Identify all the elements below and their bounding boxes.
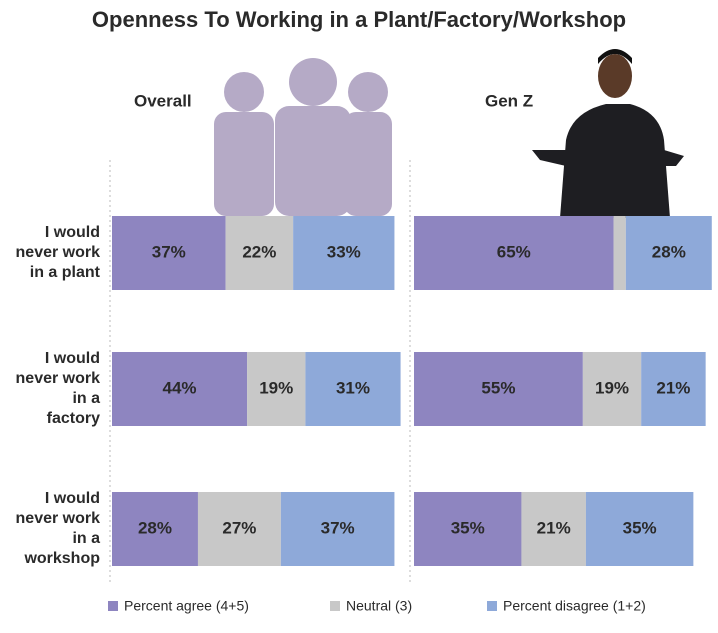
- value-label: 37%: [321, 518, 355, 537]
- value-label: 55%: [481, 378, 515, 397]
- bar-segment: [112, 216, 226, 290]
- bar-segment: [625, 216, 712, 290]
- row-label: I would: [45, 224, 100, 241]
- people-icon: [214, 58, 392, 216]
- value-label: 19%: [595, 378, 629, 397]
- value-label: 19%: [259, 378, 293, 397]
- bar-segment: [225, 216, 294, 290]
- bar-segment: [112, 352, 248, 426]
- value-label: 37%: [152, 242, 186, 261]
- value-label: 27%: [222, 518, 256, 537]
- person-photo: [532, 49, 684, 218]
- value-label: 35%: [623, 518, 657, 537]
- bar-segment: [280, 492, 395, 566]
- value-label: 21%: [537, 518, 571, 537]
- bar-segment: [585, 492, 694, 566]
- bar-segment: [521, 492, 586, 566]
- row-label: I would: [45, 350, 100, 367]
- row-label: I would: [45, 490, 100, 507]
- value-label: 28%: [652, 242, 686, 261]
- bar-segment: [414, 492, 522, 566]
- value-label: 35%: [451, 518, 485, 537]
- legend-swatch: [487, 601, 497, 611]
- value-label: 65%: [497, 242, 531, 261]
- value-label: 31%: [336, 378, 370, 397]
- bar-segment: [641, 352, 706, 426]
- row-label: in a: [72, 390, 100, 407]
- bar-segment: [197, 492, 281, 566]
- value-label: 21%: [656, 378, 690, 397]
- legend-label: Percent disagree (1+2): [503, 598, 646, 614]
- row-label: never work: [16, 370, 101, 387]
- bar-segment: [247, 352, 306, 426]
- legend-swatch: [330, 601, 340, 611]
- chart-title: Openness To Working in a Plant/Factory/W…: [92, 7, 626, 32]
- value-label: 28%: [138, 518, 172, 537]
- bar-segment: [613, 216, 626, 290]
- bar-segment: [582, 352, 642, 426]
- value-label: 33%: [327, 242, 361, 261]
- bar-segment: [414, 352, 583, 426]
- value-label: 22%: [242, 242, 276, 261]
- legend-label: Percent agree (4+5): [124, 598, 249, 614]
- row-label: never work: [16, 244, 101, 261]
- bar-segment: [112, 492, 198, 566]
- bar-segment: [305, 352, 401, 426]
- row-label: workshop: [23, 550, 100, 567]
- panel-title: Overall: [134, 91, 192, 110]
- row-label: in a: [72, 530, 100, 547]
- bar-segment: [293, 216, 395, 290]
- panel-title: Gen Z: [485, 91, 533, 110]
- value-label: 44%: [163, 378, 197, 397]
- row-label: factory: [47, 410, 100, 427]
- legend-swatch: [108, 601, 118, 611]
- row-label: never work: [16, 510, 101, 527]
- legend-label: Neutral (3): [346, 598, 412, 614]
- row-label: in a plant: [30, 264, 101, 281]
- bar-segment: [414, 216, 614, 290]
